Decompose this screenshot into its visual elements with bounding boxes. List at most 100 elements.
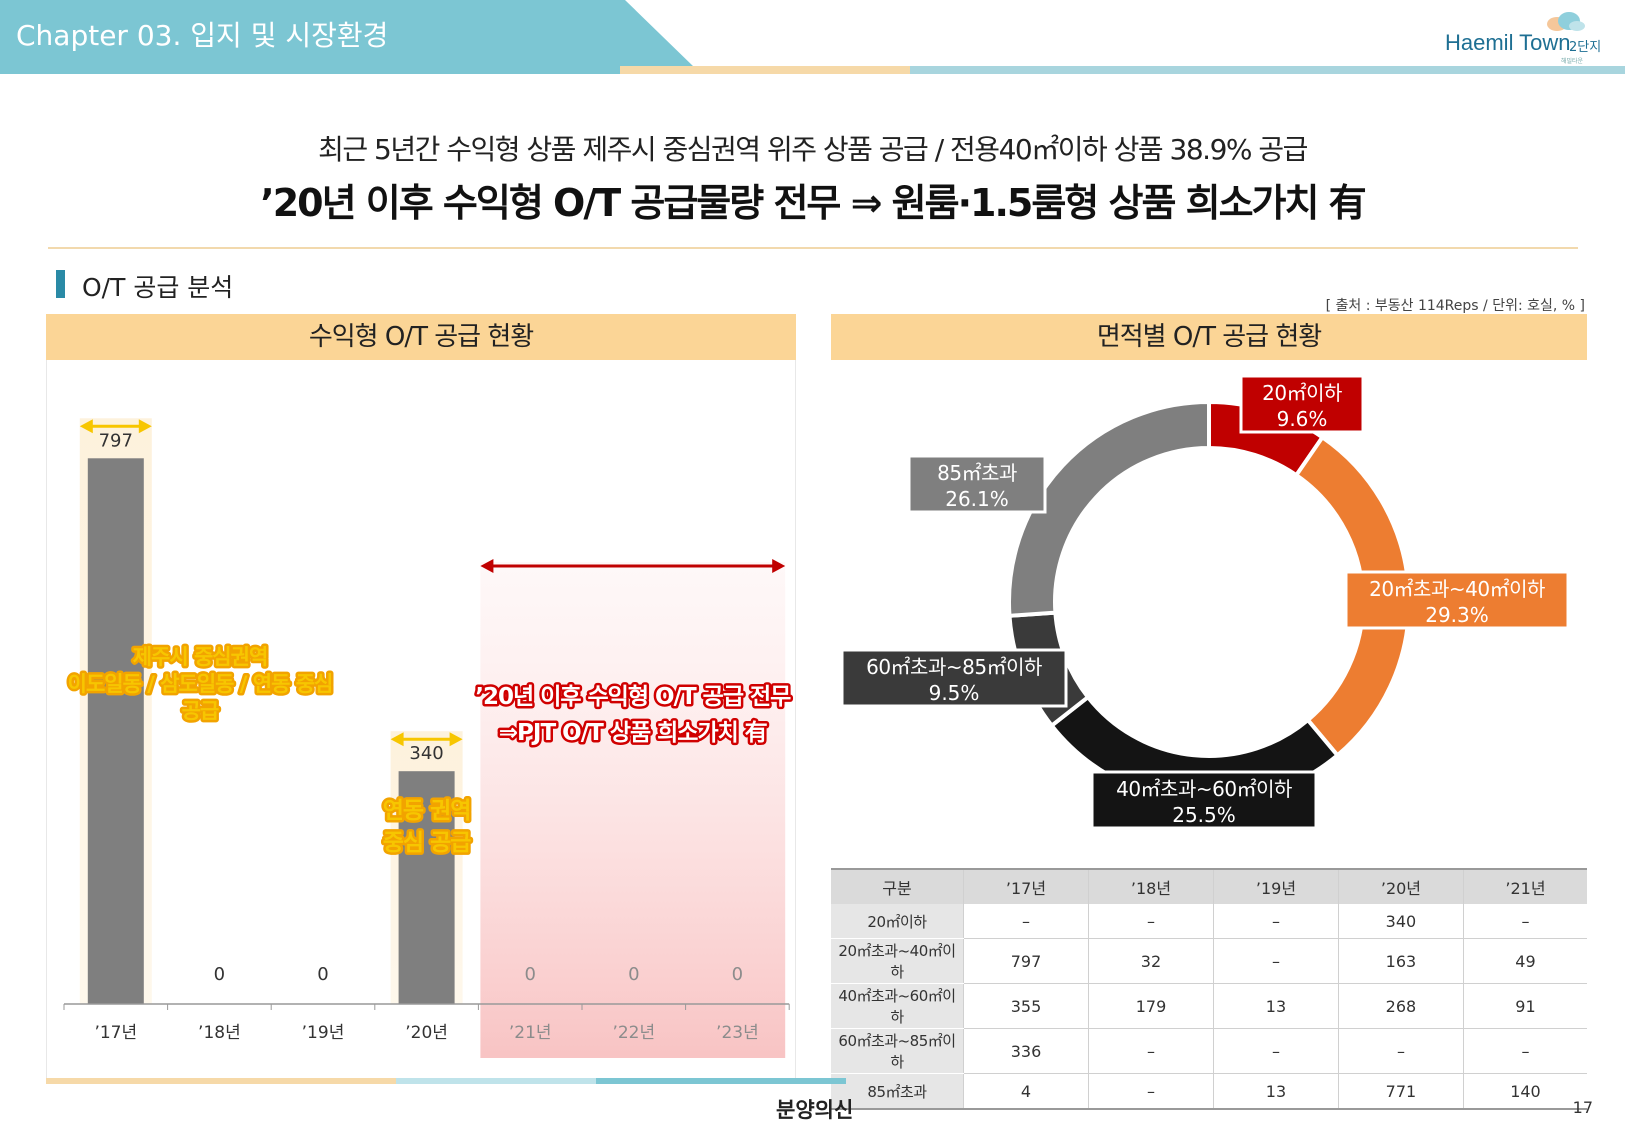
arrow-head-right (449, 732, 463, 747)
x-tick-label: ’23년 (716, 1023, 759, 1043)
table-cell: 49 (1462, 938, 1587, 984)
annotation-text-line: 제주시 중심권역 (133, 645, 268, 669)
annotation-text-line: 이도일동 / 삼도일동 / 연동 중심 (68, 672, 333, 696)
bar (87, 458, 144, 1004)
source-note: [ 출처 : 부동산 114Reps / 단위: 호실, % ] (1325, 298, 1585, 314)
data-label: 0 (317, 964, 328, 985)
table-row-label: 20㎡이하 (831, 904, 964, 939)
table-header-cell: ’19년 (1212, 868, 1339, 904)
table-cell: – (1212, 938, 1339, 984)
table-cell: 91 (1462, 983, 1587, 1029)
annotation-text-line: 연동 권역 (383, 798, 471, 824)
table-row-label: 85㎡초과 (831, 1073, 964, 1110)
table-cell: 13 (1212, 1073, 1339, 1110)
page-number: 17 (1572, 1098, 1593, 1117)
table-cell: 140 (1462, 1073, 1587, 1110)
data-label: 0 (214, 964, 225, 985)
slice-label-box (907, 454, 1047, 514)
table-row: 85㎡초과 4 – 13 771 140 (831, 1073, 1587, 1110)
table-header-cell: ’18년 (1087, 868, 1214, 904)
chapter-title: Chapter 03. 입지 및 시장환경 (16, 19, 389, 52)
headline-line-2: ’20년 이후 수익형 O/T 공급물량 전무 ⇒ 원룸·1.5룸형 상품 희소… (260, 181, 1366, 225)
table-header-cell: ’17년 (963, 868, 1089, 904)
table-cell: 163 (1337, 938, 1464, 984)
slice-value-label: 26.1% (945, 487, 1009, 511)
annotation-text-line: ’20년 이후 수익형 O/T 공급 전무 (475, 684, 791, 710)
table-cell: 355 (963, 983, 1089, 1029)
table-row-label: 40㎡초과~60㎡이하 (831, 983, 964, 1029)
no-supply-period-arrow (480, 559, 786, 573)
table-cell: – (1462, 904, 1587, 939)
headline-line-1: 최근 5년간 수익형 상품 제주시 중심권역 위주 상품 공급 / 전용40㎡이… (318, 133, 1308, 166)
table-row: 40㎡초과~60㎡이하 355 179 13 268 91 (831, 983, 1587, 1029)
x-tick-label: ’18년 (198, 1023, 241, 1043)
arrow-head-left (480, 559, 494, 573)
value-arrow (390, 732, 463, 747)
table-cell: 771 (1337, 1073, 1464, 1110)
annotation-text-line: 중심 공급 (383, 830, 471, 856)
supply-table: 구분 ’17년 ’18년 ’19년 ’20년 ’21년 20㎡이하 – – – … (831, 868, 1587, 1110)
slice-label-box (1239, 374, 1365, 434)
table-cell: 179 (1087, 983, 1214, 1029)
table-header-cell: 구분 (831, 868, 964, 904)
slice-label: 20㎡이하 (1262, 381, 1342, 405)
table-row: 20㎡초과~40㎡이하 797 32 – 163 49 (831, 938, 1587, 984)
footer-logo: 분양의신 (776, 1098, 854, 1122)
slice-value-label: 25.5% (1172, 803, 1236, 827)
x-tick-label: ’22년 (612, 1023, 655, 1043)
chapter-banner (0, 0, 695, 68)
right-panel-title: 면적별 O/T 공급 현황 (831, 314, 1587, 360)
annotation-no-supply: ’20년 이후 수익형 O/T 공급 전무 ⇒PJT O/T 상품 희소가치 有 (473, 682, 795, 749)
table-cell: – (1087, 1028, 1214, 1074)
table-cell: 797 (963, 938, 1089, 984)
data-label: 0 (628, 964, 639, 985)
section-title: O/T 공급 분석 (82, 273, 234, 302)
annotation-text-line: ⇒PJT O/T 상품 희소가치 有 (499, 719, 767, 746)
arrow-head-right (138, 419, 152, 434)
x-tick-label: ’19년 (302, 1023, 345, 1043)
slice-label: 85㎡초과 (937, 461, 1017, 485)
data-label: 797 (99, 430, 133, 451)
donut-slice (1007, 399, 1211, 618)
table-cell: 13 (1212, 983, 1339, 1029)
brand-name: Haemil Town (1445, 30, 1571, 55)
table-cell: 32 (1087, 938, 1214, 984)
annotation-text-line: 공급 (182, 699, 219, 723)
table-cell: 268 (1337, 983, 1464, 1029)
data-label: 0 (732, 964, 743, 985)
table-row: 60㎡초과~85㎡이하 336 – – – – (831, 1028, 1587, 1074)
table-row: 20㎡이하 – – – 340 – (831, 904, 1587, 939)
slice-label-box (1344, 570, 1570, 630)
brand-sub: 2단지 (1569, 40, 1602, 55)
headline-divider (48, 247, 1578, 249)
table-row-label: 60㎡초과~85㎡이하 (831, 1028, 964, 1074)
no-supply-highlight (480, 562, 786, 1058)
brand-logo: Haemil Town 2단지 해밀타운 (1445, 10, 1605, 68)
bar (398, 771, 455, 1004)
table-cell: 4 (963, 1073, 1089, 1110)
arrow-head-left (390, 732, 404, 747)
slice-label-box (840, 648, 1068, 708)
header-divider-line (0, 66, 1625, 74)
table-header-row: 구분 ’17년 ’18년 ’19년 ’20년 ’21년 (831, 868, 1587, 904)
x-tick-label: ’20년 (405, 1023, 448, 1043)
slice-value-label: 29.3% (1425, 603, 1489, 627)
data-label: 340 (409, 743, 443, 764)
slice-label: 60㎡초과~85㎡이하 (866, 655, 1042, 679)
table-cell: – (963, 904, 1089, 939)
slice-label: 40㎡초과~60㎡이하 (1116, 777, 1292, 801)
value-arrow (79, 419, 152, 434)
arrow-head-right (772, 559, 786, 573)
slice-label: 20㎡초과~40㎡이하 (1369, 577, 1545, 601)
table-cell: – (1337, 1028, 1464, 1074)
x-tick-label: ’21년 (509, 1023, 552, 1043)
bar-chart: 797 ’17년 0 ’18년 0 ’19년 340 ’20년 0 ’21년 0 ’22년 0 ’23년 제… (63, 418, 795, 1058)
left-panel-title: 수익형 O/T 공급 현황 (46, 314, 796, 360)
table-cell: – (1087, 1073, 1214, 1110)
brand-tag: 해밀타운 (1561, 58, 1584, 65)
table-header-cell: ’20년 (1337, 868, 1464, 904)
table-header-cell: ’21년 (1462, 868, 1587, 904)
arrow-head-left (79, 419, 93, 434)
